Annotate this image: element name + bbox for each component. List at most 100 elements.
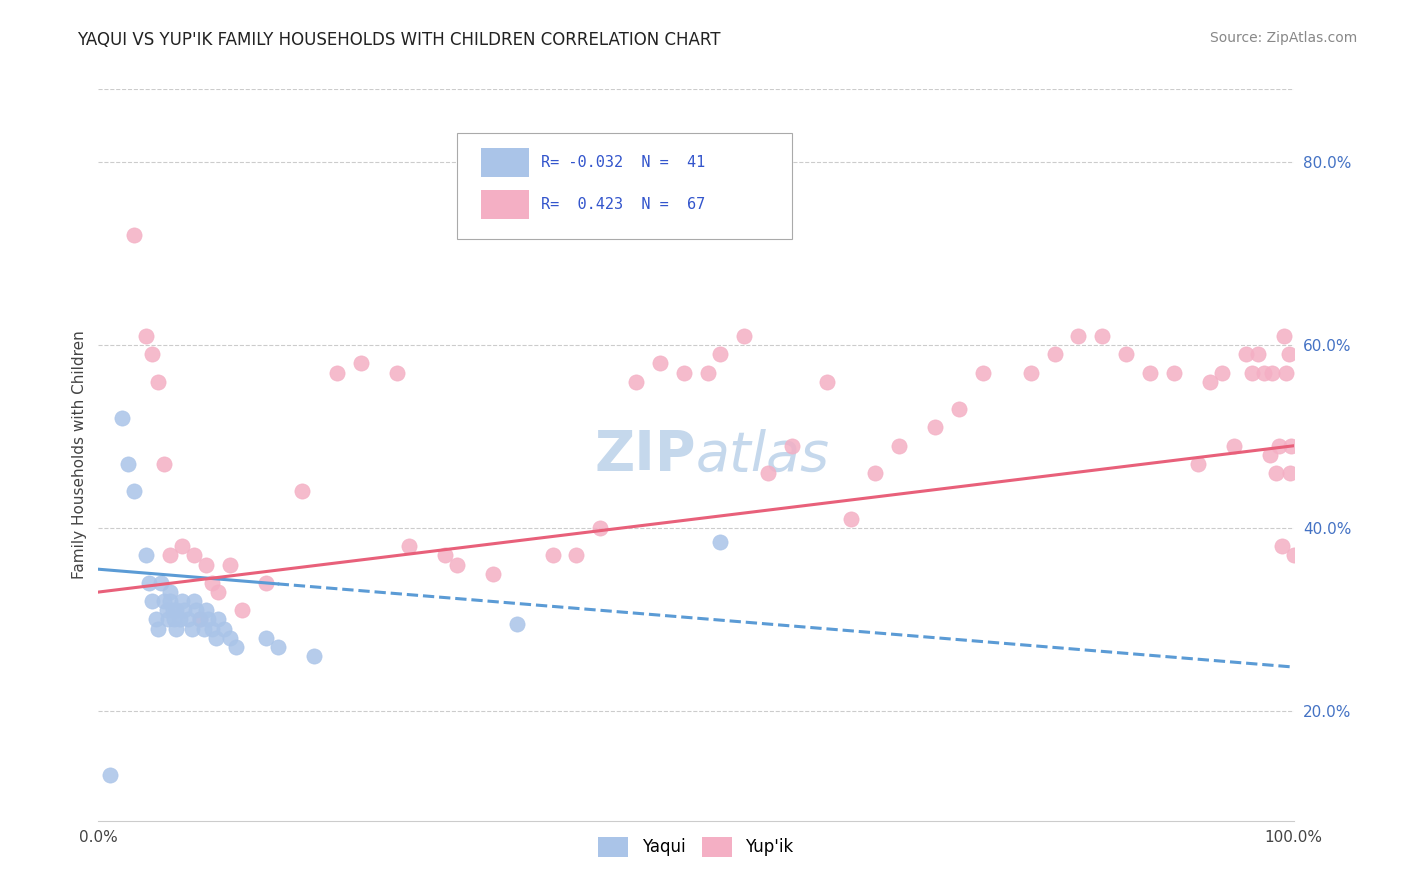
Point: [481, 566, 505, 581]
Point: [155, 603, 177, 617]
Point: [673, 366, 696, 380]
Point: [626, 375, 648, 389]
Point: [1247, 347, 1270, 361]
Point: [1264, 466, 1286, 480]
Point: [153, 594, 176, 608]
Point: [180, 622, 202, 636]
Point: [889, 439, 911, 453]
Point: [1278, 466, 1301, 480]
Point: [398, 539, 420, 553]
Point: [135, 549, 157, 563]
Point: [733, 329, 755, 343]
Point: [1187, 457, 1209, 471]
Point: [219, 558, 242, 572]
Point: [124, 484, 146, 499]
Point: [385, 366, 409, 380]
Point: [204, 631, 226, 645]
Point: [924, 420, 946, 434]
Point: [709, 347, 731, 361]
Point: [195, 558, 218, 572]
Point: [254, 576, 277, 591]
Point: [780, 439, 803, 453]
Point: [1279, 439, 1302, 453]
Point: [173, 603, 195, 617]
Point: [697, 366, 720, 380]
Point: [1115, 347, 1137, 361]
Point: [165, 622, 187, 636]
Point: [1043, 347, 1066, 361]
Text: Source: ZipAtlas.com: Source: ZipAtlas.com: [1209, 31, 1357, 45]
Point: [865, 466, 887, 480]
Point: [841, 512, 863, 526]
Point: [1234, 347, 1257, 361]
Point: [1163, 366, 1185, 380]
Point: [193, 622, 215, 636]
Text: R= -0.032  N =  41: R= -0.032 N = 41: [541, 155, 704, 169]
Point: [138, 576, 160, 591]
Point: [159, 594, 181, 608]
Point: [1067, 329, 1090, 343]
Point: [1275, 366, 1298, 380]
Point: [326, 366, 349, 380]
Point: [183, 549, 205, 563]
Point: [1139, 366, 1161, 380]
Point: [1019, 366, 1042, 380]
Point: [111, 411, 134, 425]
FancyBboxPatch shape: [457, 133, 792, 239]
Y-axis label: Family Households with Children: Family Households with Children: [72, 331, 87, 579]
Point: [188, 613, 211, 627]
Point: [1199, 375, 1222, 389]
Point: [159, 549, 181, 563]
Point: [141, 347, 163, 361]
Point: [149, 576, 172, 591]
Point: [1240, 366, 1263, 380]
Point: [948, 402, 970, 417]
Point: [972, 366, 994, 380]
Point: [1278, 347, 1301, 361]
Point: [124, 228, 146, 243]
Point: [254, 631, 277, 645]
Point: [148, 622, 170, 636]
Point: [207, 585, 229, 599]
Point: [117, 457, 139, 471]
Point: [212, 622, 235, 636]
Point: [1272, 329, 1295, 343]
Point: [1282, 549, 1305, 563]
Bar: [481, 190, 529, 219]
Point: [141, 594, 163, 608]
Point: [169, 613, 191, 627]
Point: [201, 622, 224, 636]
Point: [267, 640, 290, 654]
Point: [156, 613, 179, 627]
Point: [756, 466, 779, 480]
Point: [172, 594, 194, 608]
Point: [177, 613, 200, 627]
Point: [709, 534, 731, 549]
Point: [145, 613, 167, 627]
Point: [589, 521, 612, 535]
Point: [163, 613, 186, 627]
Text: ZIP: ZIP: [595, 428, 696, 482]
Point: [1261, 366, 1284, 380]
Point: [197, 613, 219, 627]
Point: [162, 603, 184, 617]
Point: [186, 603, 208, 617]
Point: [219, 631, 242, 645]
Point: [1091, 329, 1114, 343]
Point: [225, 640, 247, 654]
Point: [195, 603, 218, 617]
Point: [350, 356, 373, 371]
Point: [446, 558, 468, 572]
Point: [172, 539, 194, 553]
Point: [188, 613, 211, 627]
Point: [165, 603, 187, 617]
Point: [231, 603, 253, 617]
Point: [815, 375, 838, 389]
Point: [434, 549, 457, 563]
Bar: [481, 148, 529, 177]
Point: [153, 457, 176, 471]
Text: atlas: atlas: [696, 428, 830, 482]
Point: [98, 768, 122, 782]
Point: [506, 617, 529, 632]
Point: [648, 356, 672, 371]
